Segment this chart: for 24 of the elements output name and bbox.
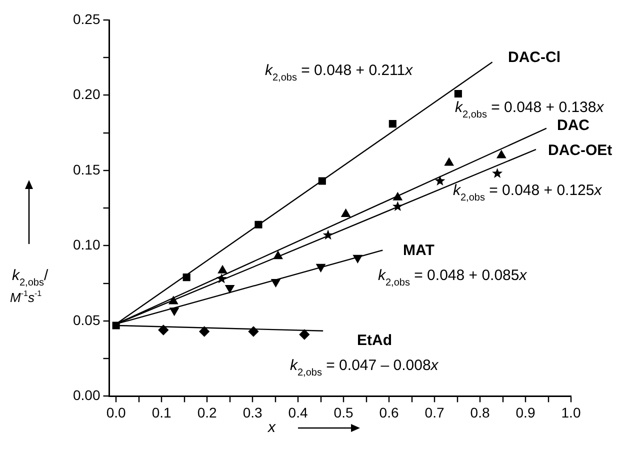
y-tick-label: 0.15 — [73, 161, 100, 178]
x-tick-label: 0.4 — [288, 404, 308, 420]
y-tick-label: 0.25 — [73, 10, 100, 27]
text: DAC-Cl — [508, 49, 560, 66]
x-tick-label: 0.3 — [242, 404, 262, 420]
x-tick-label: 1.0 — [561, 404, 581, 420]
y-tick-label: 0.10 — [73, 236, 100, 253]
x-tick-label: 0.8 — [470, 404, 490, 420]
y-tick-label: 0.05 — [73, 312, 100, 328]
x-tick-label: 0.1 — [152, 404, 172, 420]
text: x — [268, 419, 276, 436]
x-axis-title: x — [404, 62, 414, 79]
y-tick-label: 0.00 — [73, 387, 100, 404]
x-tick-label: 0.7 — [424, 404, 444, 420]
text: MAT — [403, 242, 434, 259]
text: DAC — [557, 117, 590, 134]
text: EtAd — [357, 332, 392, 349]
x-tick-label: 0.2 — [197, 404, 217, 420]
x-tick-label: 0.5 — [334, 404, 354, 420]
x-tick-label: 0.0 — [106, 404, 126, 420]
x-tick-label: 0.9 — [516, 404, 536, 420]
text: DAC-OEt — [548, 142, 612, 159]
y-tick-label: 0.20 — [73, 86, 100, 102]
x-tick-label: 0.6 — [379, 404, 399, 420]
